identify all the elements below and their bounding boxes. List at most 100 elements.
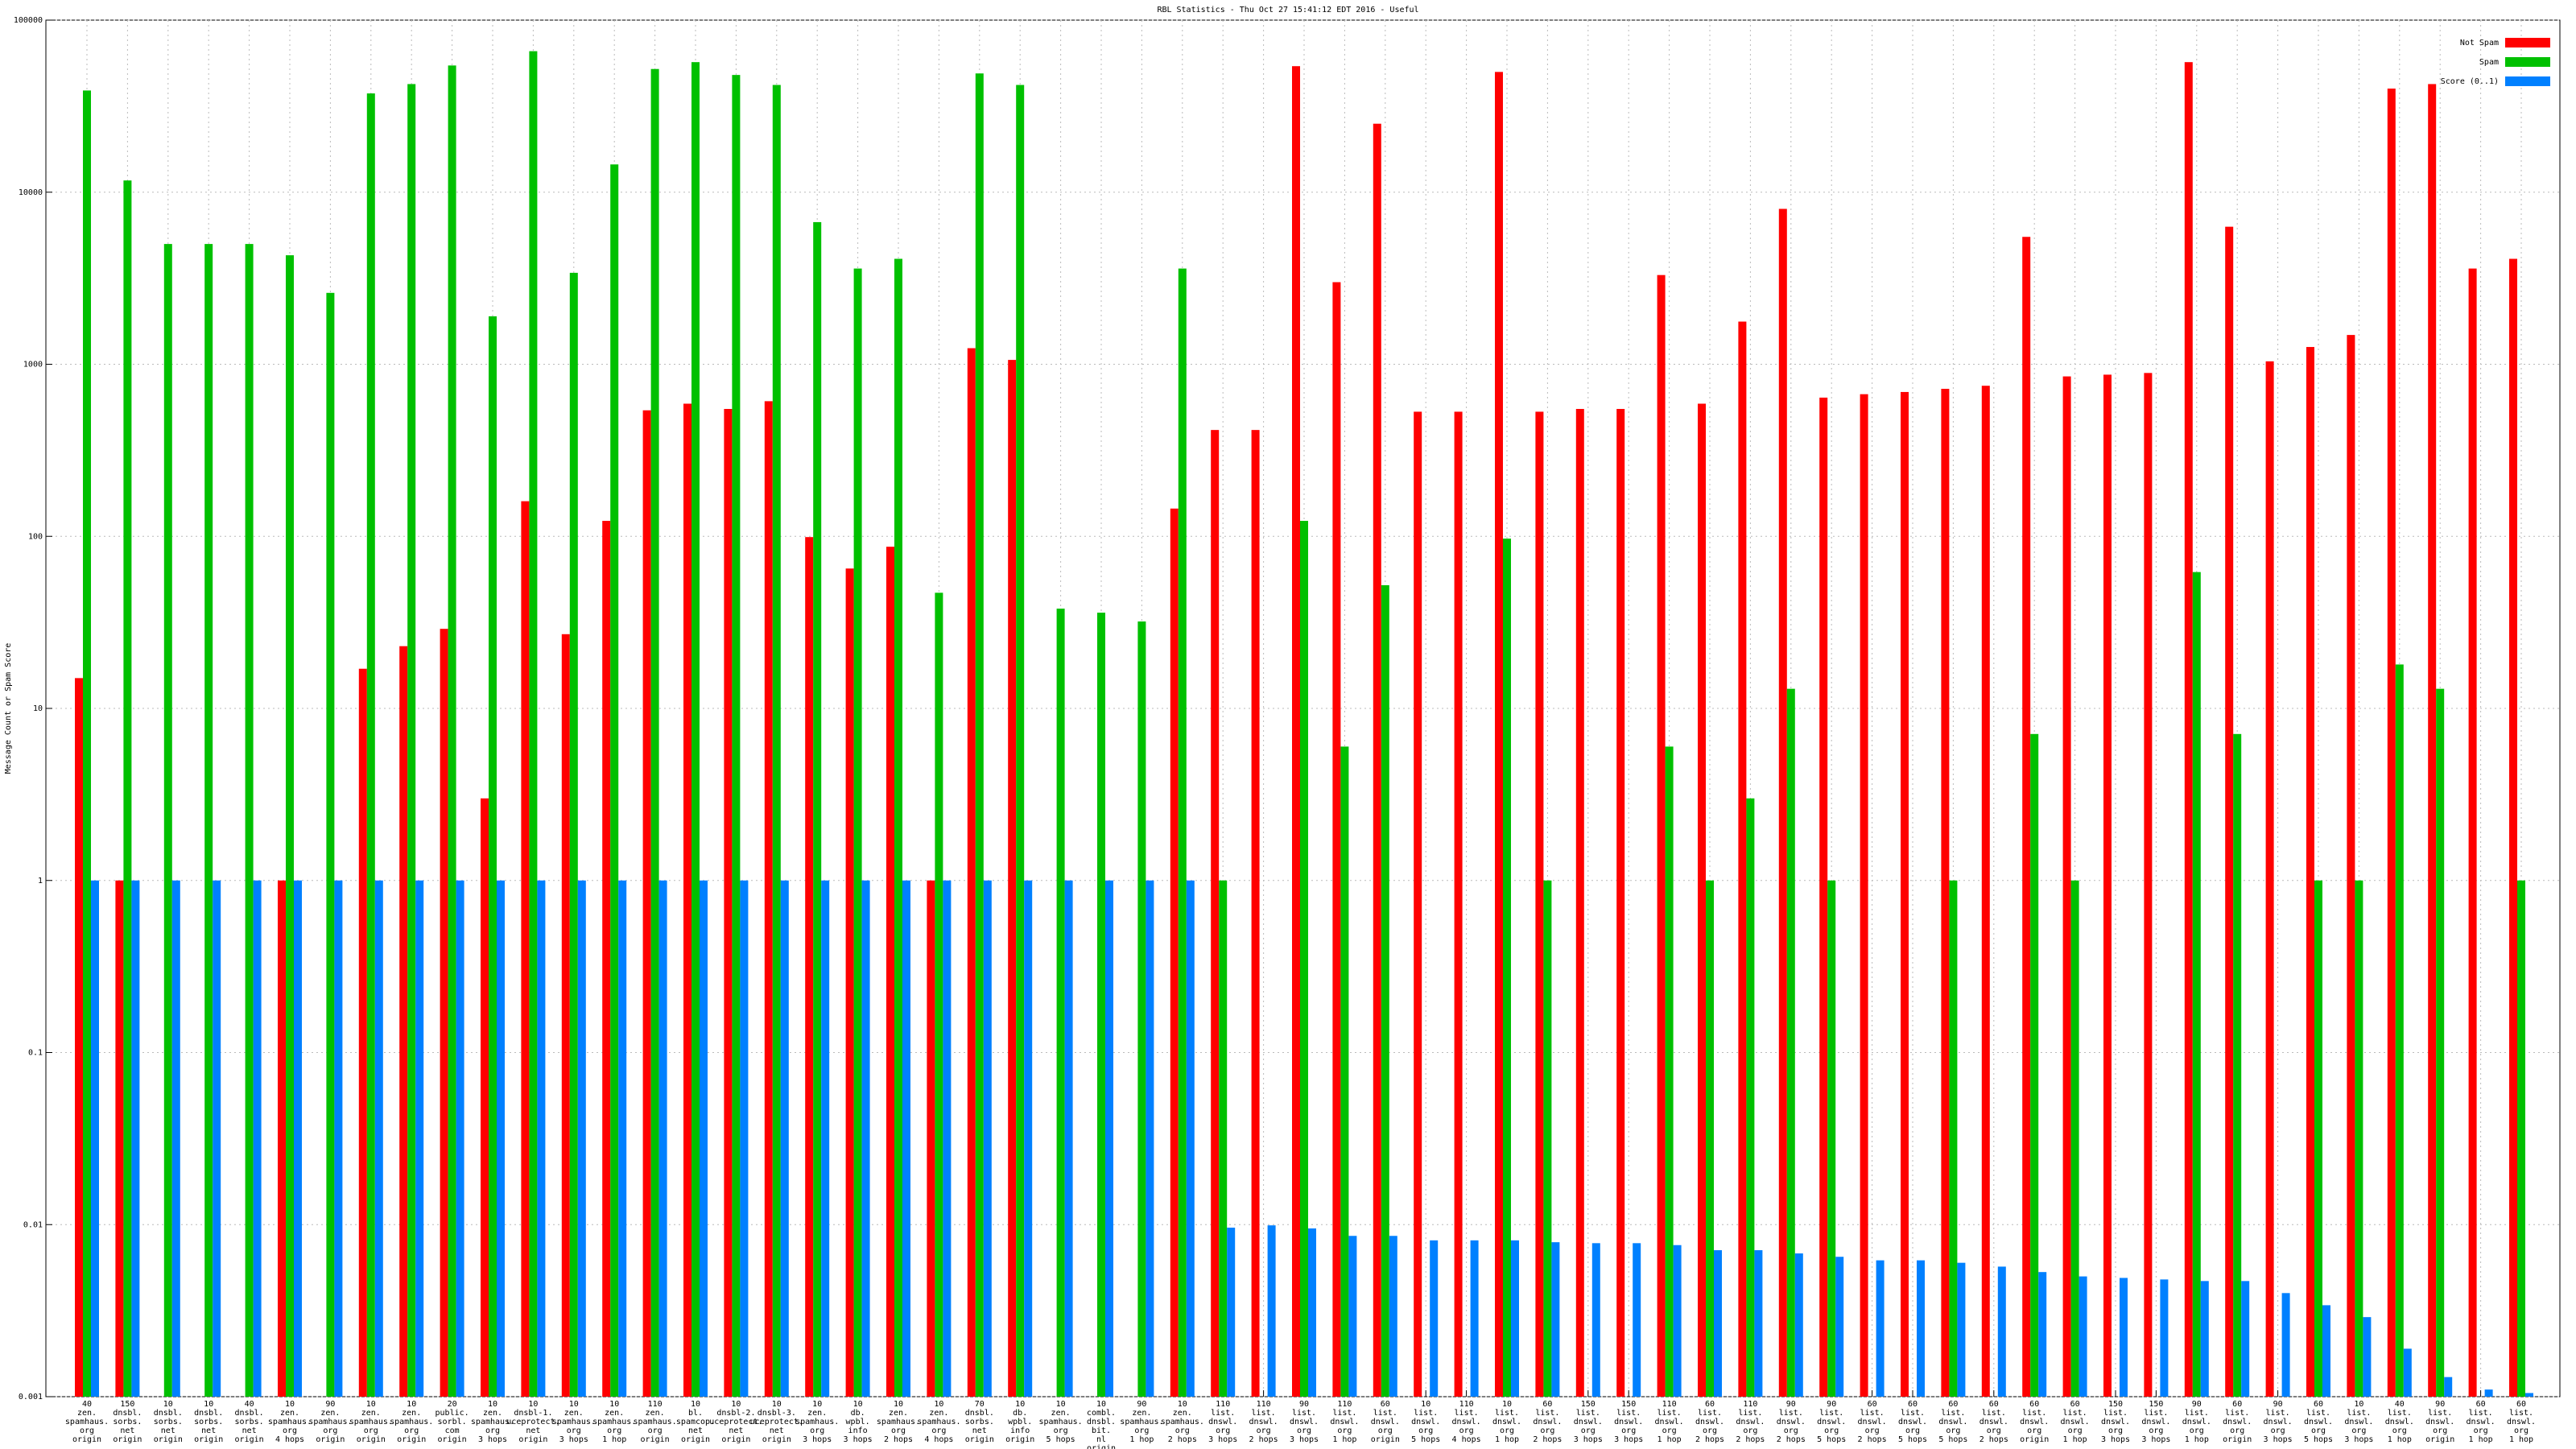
x-tick-label-line: dnswl. [1452,1418,1481,1426]
x-tick-label-line: 10 [731,1400,741,1409]
bar [861,880,870,1397]
x-tick-label-line: dnswl. [2264,1418,2293,1426]
bar [683,403,691,1397]
x-tick-label-line: net [161,1426,175,1435]
x-tick-label-line: dnswl. [1249,1418,1278,1426]
x-tick-label-line: 10 [285,1400,295,1409]
bar [1170,508,1179,1397]
bar [1211,430,1220,1397]
x-tick-label-line: 3 hops [1208,1435,1237,1444]
x-tick-label-line: list. [1657,1409,1682,1418]
bar [2062,376,2071,1397]
x-tick-label-line: zen. [807,1409,827,1418]
x-tick-label-line: 10 [2354,1400,2363,1409]
x-tick-label-line: 110 [1743,1400,1757,1409]
bar [456,880,464,1397]
x-tick-label-line: dnswl. [1777,1418,1806,1426]
bar [1308,1228,1316,1397]
x-tick-label-line: info [1010,1426,1030,1435]
x-tick-label: 60 list. dnswl. org origin [1371,1400,1400,1444]
x-tick-label: 110 zen. spamhaus. org origin [634,1400,677,1444]
x-tick-label: 40 zen. spamhaus. org origin [65,1400,109,1444]
x-tick-label-line: org [1134,1426,1149,1435]
x-tick-label-line: zen. [320,1409,340,1418]
x-tick-label: 10 combl. dnsbl. bit. nl origin [1087,1400,1116,1449]
x-tick-label-line: zen. [889,1409,908,1418]
x-tick-label-line: list. [2306,1409,2330,1418]
x-tick-label: 10 zen. spamhaus. org origin [349,1400,393,1444]
x-tick-label-line: dnswl. [1898,1418,1927,1426]
bar [358,668,367,1397]
x-tick-label-line: dnswl. [2141,1418,2170,1426]
bar [2314,880,2322,1397]
x-tick-label-line: list. [1414,1409,1438,1418]
x-tick-label-line: 110 [1662,1400,1677,1409]
x-tick-label-line: 60 [1989,1400,1999,1409]
bar [75,678,83,1397]
x-tick-label-line: org [283,1426,297,1435]
bar [1949,880,1958,1397]
x-tick-label-line: bl. [688,1409,703,1418]
y-tick-label: 10 [33,704,43,713]
x-tick-label-line: dnswl. [2020,1418,2049,1426]
bar [1535,411,1544,1397]
x-tick-label-line: dnsbl. [1087,1418,1116,1426]
x-tick-label-line: dnsbl. [965,1409,994,1418]
x-tick-label: 60 list. dnswl. org 1 hop [2507,1400,2536,1444]
x-tick-label-line: 10 [934,1400,943,1409]
bar [2395,664,2404,1397]
x-tick-label-line: 60 [2029,1400,2039,1409]
bar [2347,335,2355,1397]
bar [1381,584,1389,1397]
x-tick-label-line: org [1054,1426,1068,1435]
x-tick-label-line: dnswl. [1614,1418,1643,1426]
x-tick-label-line: spamhaus. [1120,1418,1163,1426]
x-tick-label-line: list. [2509,1409,2533,1418]
x-tick-label: 10 db. wpbl. info 3 hops [844,1400,873,1444]
x-tick-label: 150 dnsbl. sorbs. net origin [113,1400,142,1444]
bar [1008,360,1017,1397]
bar [927,880,935,1397]
x-tick-label-line: 150 [120,1400,134,1409]
x-tick-label-line: org [404,1426,419,1435]
bar [2444,1377,2453,1397]
x-tick-label-line: list. [2063,1409,2087,1418]
x-tick-label-line: list. [2388,1409,2412,1418]
bar [2403,1348,2412,1397]
bar [821,880,830,1397]
x-tick-label: 10 zen. spamhaus. org 3 hops [471,1400,514,1444]
x-tick-label-line: 1 hop [2063,1435,2087,1444]
x-tick-label-line: list. [2469,1409,2493,1418]
x-tick-label-line: 5 hops [1898,1435,1927,1444]
x-tick-label-line: db. [1013,1409,1027,1418]
x-tick-label: 10 dnsbl. sorbs. net origin [194,1400,223,1444]
bar [440,629,448,1397]
x-tick-label-line: dnswl. [1979,1418,2008,1426]
x-tick-label-line: org [2514,1426,2529,1435]
bar [326,292,335,1397]
bar [813,221,822,1397]
bar [2022,237,2031,1397]
x-tick-label-line: 5 hops [1411,1435,1440,1444]
x-tick-label-line: 1 hop [2469,1435,2493,1444]
x-tick-label-line: 4 hops [924,1435,953,1444]
x-tick-label-line: spamhaus. [349,1418,393,1426]
x-tick-label-line: 10 [691,1400,700,1409]
x-tick-label-line: list. [2428,1409,2452,1418]
bar [1340,746,1349,1397]
x-tick-label-line: sorbs. [965,1418,994,1426]
x-tick-label-line: origin [641,1435,670,1444]
bar [1373,123,1381,1397]
x-tick-label-line: org [1581,1426,1596,1435]
x-tick-label-line: org [1703,1426,1717,1435]
x-tick-label-line: zen. [77,1409,97,1418]
x-tick-label-line: 3 hops [478,1435,507,1444]
x-tick-label-line: org [80,1426,94,1435]
x-tick-label-line: 150 [1621,1400,1636,1409]
x-tick-label: 10 zen. spamhaus. org 5 hops [1039,1400,1083,1444]
x-tick-label-line: 3 hops [2101,1435,2130,1444]
x-tick-label-line: org [1459,1426,1474,1435]
x-tick-label-line: 90 [1137,1400,1146,1409]
x-tick-label-line: org [1743,1426,1757,1435]
bar [2079,1276,2087,1397]
